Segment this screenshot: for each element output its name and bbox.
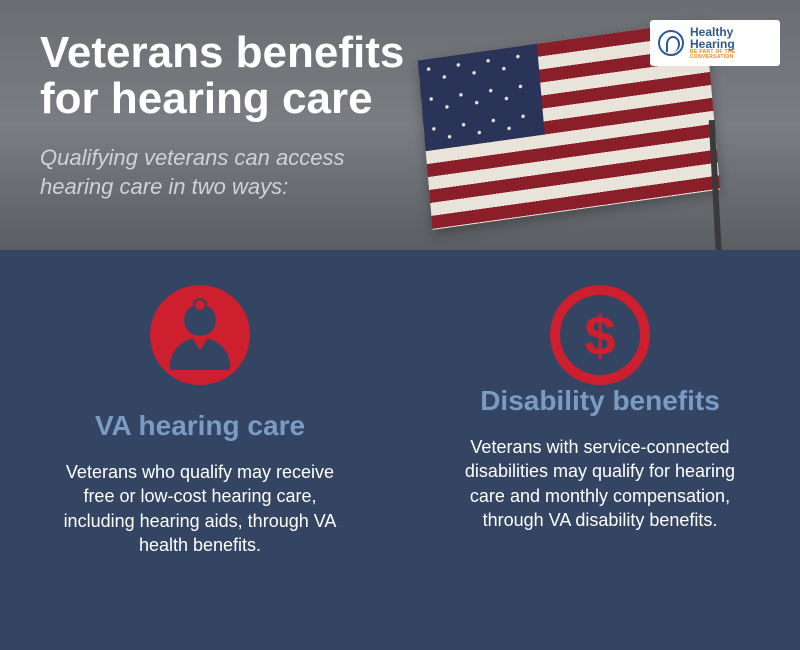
brand-logo: Healthy Hearing BE PART OF THE CONVERSAT… bbox=[650, 20, 780, 66]
header-banner: Healthy Hearing BE PART OF THE CONVERSAT… bbox=[0, 0, 800, 250]
column-va-hearing-care: VA hearing care Veterans who qualify may… bbox=[0, 250, 400, 650]
column-body: Veterans with service-connected disabili… bbox=[455, 435, 745, 532]
ear-icon bbox=[658, 30, 684, 56]
column-title: VA hearing care bbox=[95, 410, 305, 442]
doctor-icon bbox=[150, 285, 250, 385]
column-body: Veterans who qualify may receive free or… bbox=[55, 460, 345, 557]
logo-text: Healthy Hearing bbox=[690, 26, 772, 50]
column-title: Disability benefits bbox=[480, 385, 720, 417]
column-disability-benefits: $ Disability benefits Veterans with serv… bbox=[400, 250, 800, 650]
content-panel: VA hearing care Veterans who qualify may… bbox=[0, 250, 800, 650]
dollar-icon: $ bbox=[550, 285, 650, 385]
page-subtitle: Qualifying veterans can access hearing c… bbox=[40, 144, 760, 201]
logo-subtext: BE PART OF THE CONVERSATION bbox=[690, 50, 772, 60]
